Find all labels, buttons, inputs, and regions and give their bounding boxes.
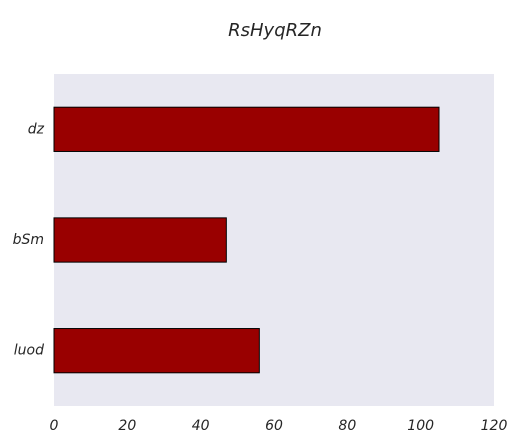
x-tick-label: 80 bbox=[338, 418, 356, 434]
y-tick-label: dz bbox=[28, 121, 45, 137]
x-tick-label: 120 bbox=[481, 418, 508, 434]
y-tick-label: bSm bbox=[13, 232, 44, 248]
bars-group bbox=[53, 106, 440, 374]
y-tick-label: luod bbox=[14, 343, 44, 359]
x-tick-label: 20 bbox=[118, 418, 136, 434]
x-tick-label: 60 bbox=[265, 418, 283, 434]
bar-dz bbox=[53, 106, 440, 152]
x-tick-label: 0 bbox=[50, 418, 59, 434]
bar-bSm bbox=[53, 217, 227, 263]
bar-luod bbox=[53, 328, 260, 374]
chart-title: RsHyqRZn bbox=[228, 20, 322, 41]
y-axis-tick-labels: dz bSm luod bbox=[13, 121, 45, 358]
x-tick-label: 40 bbox=[192, 418, 210, 434]
x-tick-label: 100 bbox=[407, 418, 434, 434]
x-axis-tick-labels: 0 20 40 60 80 100 120 bbox=[50, 418, 508, 434]
